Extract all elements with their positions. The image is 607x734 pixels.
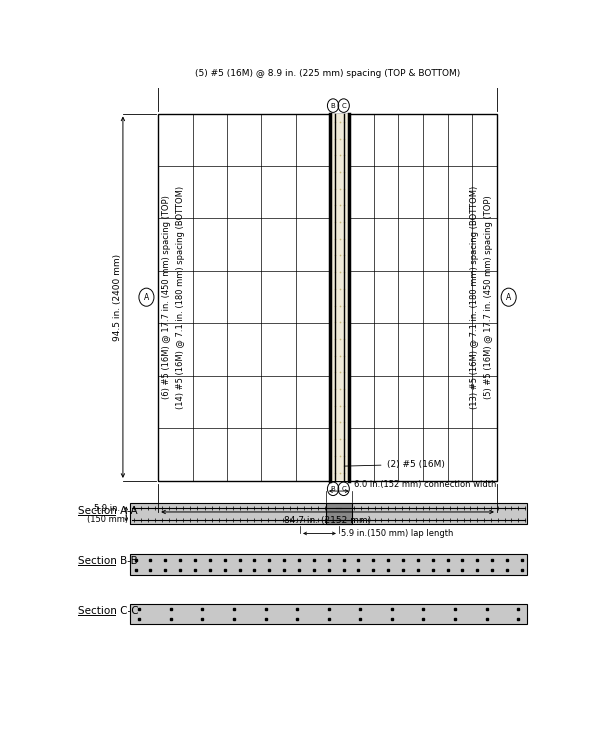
Text: C: C	[341, 486, 346, 492]
Text: 5.9 in.
(150 mm): 5.9 in. (150 mm)	[87, 504, 128, 523]
Text: 6.0 in.(152 mm) connection width: 6.0 in.(152 mm) connection width	[354, 480, 497, 490]
Text: (14) #5 (16M) @ 7.1 in. (180 mm) spacing (BOTTOM): (14) #5 (16M) @ 7.1 in. (180 mm) spacing…	[176, 186, 185, 409]
Text: (5) #5 (16M) @ 8.9 in. (225 mm) spacing (TOP & BOTTOM): (5) #5 (16M) @ 8.9 in. (225 mm) spacing …	[195, 69, 460, 78]
Text: (6) #5 (16M) @ 17.7 in. (450 mm) spacing (TOP): (6) #5 (16M) @ 17.7 in. (450 mm) spacing…	[162, 195, 171, 399]
Text: 94.5 in. (2400 mm): 94.5 in. (2400 mm)	[113, 254, 122, 341]
Text: B: B	[331, 486, 336, 492]
Text: A: A	[506, 293, 511, 302]
Bar	[326, 504, 352, 524]
Text: Section B-B: Section B-B	[78, 556, 138, 567]
Bar	[158, 114, 497, 481]
Text: A: A	[144, 293, 149, 302]
Text: B: B	[331, 103, 336, 109]
Text: Section A-A: Section A-A	[78, 506, 138, 515]
Text: (5) #5 (16M) @ 17.7 in. (450 mm) spacing (TOP): (5) #5 (16M) @ 17.7 in. (450 mm) spacing…	[484, 195, 493, 399]
Text: (13) #5 (16M) @ 7.1 in. (180 mm) spacing (BOTTOM): (13) #5 (16M) @ 7.1 in. (180 mm) spacing…	[470, 186, 480, 409]
Text: 84.7 in. (2152 mm): 84.7 in. (2152 mm)	[284, 517, 371, 526]
Bar	[130, 554, 527, 575]
Text: Section C-C: Section C-C	[78, 606, 139, 616]
Bar	[330, 114, 349, 481]
Text: 5.9 in.(150 mm) lap length: 5.9 in.(150 mm) lap length	[341, 529, 453, 538]
Bar	[130, 504, 527, 524]
Bar	[130, 603, 527, 625]
Text: C: C	[341, 103, 346, 109]
Text: (2) #5 (16M): (2) #5 (16M)	[344, 459, 444, 469]
